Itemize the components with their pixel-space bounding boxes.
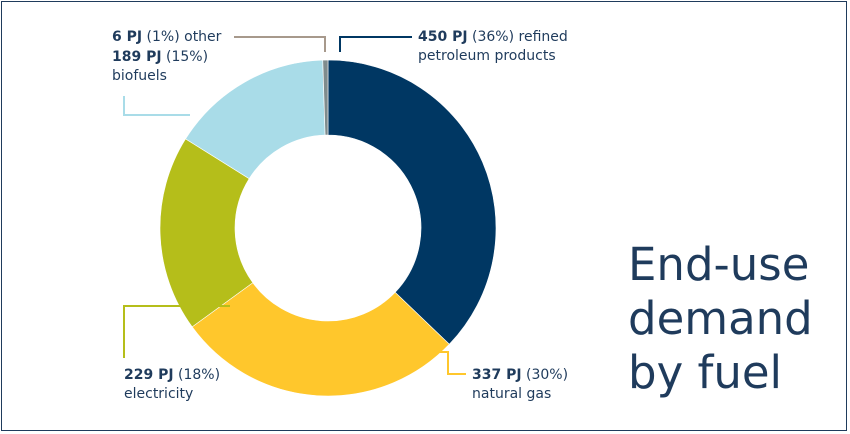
label-gas-pct: (30%) <box>521 367 569 383</box>
leader-line-electricity <box>123 305 230 358</box>
chart-title: End-use demand by fuel <box>628 238 813 400</box>
label-electricity-name: electricity <box>124 386 194 402</box>
label-gas: 337 PJ (30%) natural gas <box>472 366 568 404</box>
slice-natural-gas <box>191 282 450 397</box>
slice-refined-petroleum-products <box>327 59 497 345</box>
label-other-pct: (1%) other <box>142 29 222 45</box>
leader-line-refined <box>339 36 412 52</box>
label-gas-name: natural gas <box>472 386 552 402</box>
slice-other <box>322 59 329 136</box>
title-line-1: End-use <box>628 238 810 291</box>
label-electricity: 229 PJ (18%) electricity <box>124 366 220 404</box>
label-biofuels: 189 PJ (15%) biofuels <box>112 48 208 86</box>
label-biofuels-name: biofuels <box>112 68 167 84</box>
label-electricity-pct: (18%) <box>173 367 221 383</box>
label-refined-value: 450 PJ <box>418 29 468 45</box>
label-gas-value: 337 PJ <box>472 367 522 383</box>
label-refined: 450 PJ (36%) refined petroleum products <box>418 28 568 66</box>
label-other-value: 6 PJ <box>112 29 143 45</box>
title-line-2: demand <box>628 292 813 345</box>
label-biofuels-pct: (15%) <box>161 49 209 65</box>
leader-line-biofuels <box>123 96 190 116</box>
label-electricity-value: 229 PJ <box>124 367 174 383</box>
slice-electricity <box>159 138 254 328</box>
leader-line-other <box>234 36 326 52</box>
label-refined-pct: (36%) refined <box>467 29 568 45</box>
label-refined-name: petroleum products <box>418 48 556 64</box>
leader-line-gas <box>432 351 466 375</box>
title-line-3: by fuel <box>628 346 783 399</box>
label-other: 6 PJ (1%) other <box>112 28 221 47</box>
label-biofuels-value: 189 PJ <box>112 49 162 65</box>
